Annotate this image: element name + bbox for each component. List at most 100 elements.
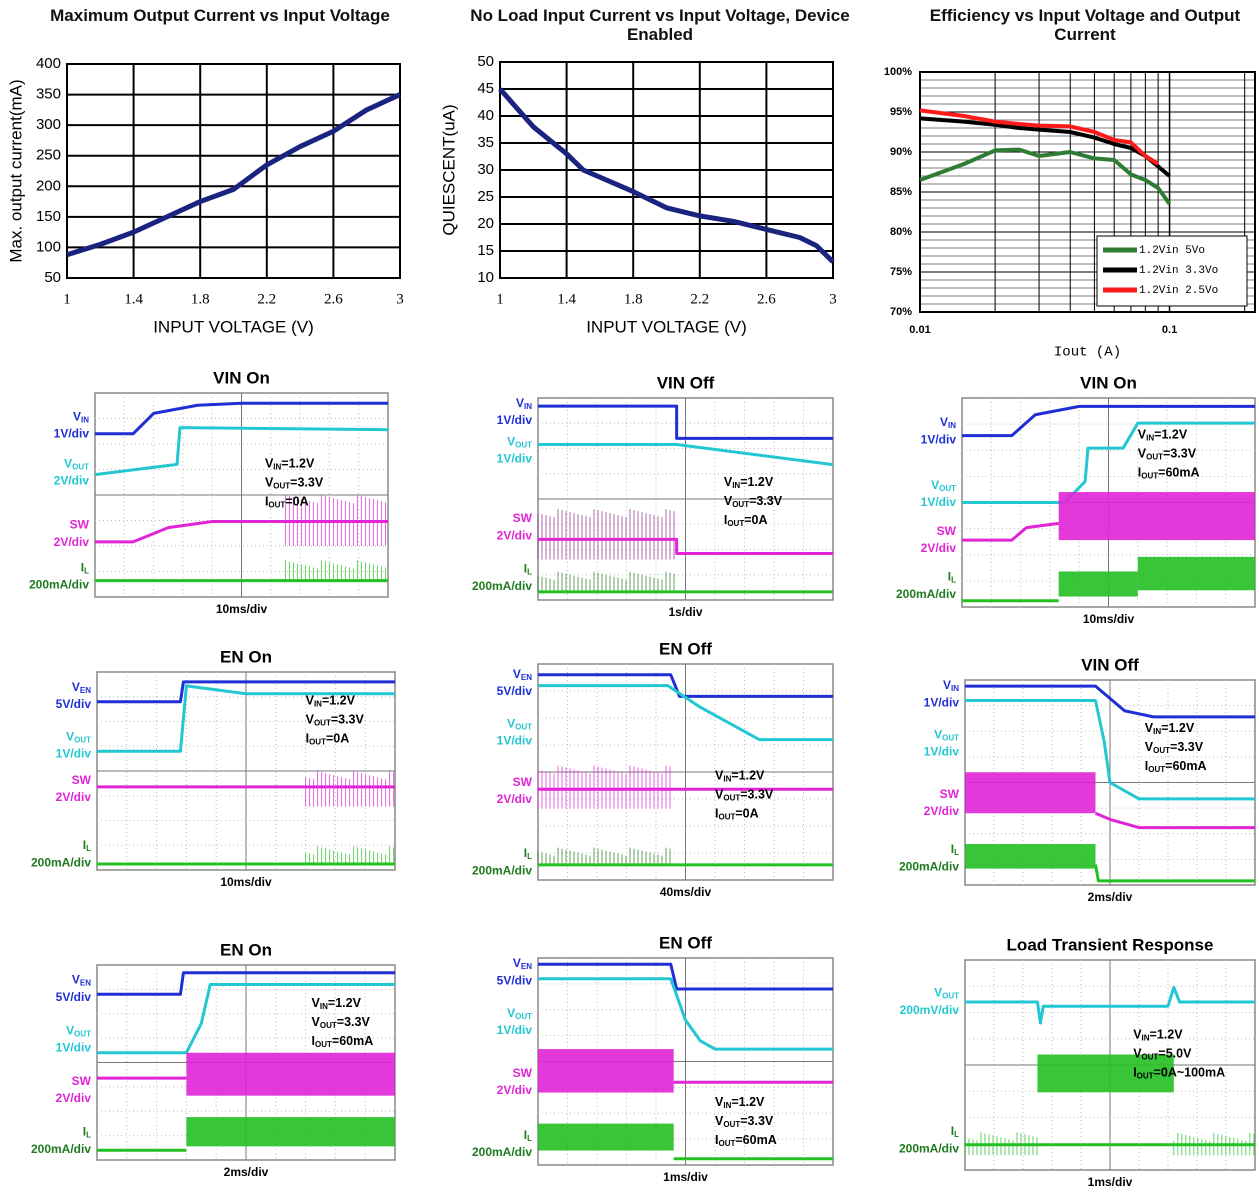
plot-area [67,64,400,278]
y-tick-label: 80% [890,226,912,238]
channel-subscript: OUT [939,484,956,493]
x-tick-label: 3 [396,291,404,307]
channel-name: VIN [943,678,959,693]
channel-name: VOUT [934,986,959,1001]
y-tick-label: 25 [477,188,494,205]
channel-scale: 1V/div [497,1023,533,1037]
condition-value: =1.2V [740,475,774,489]
channel-subscript: L [84,567,89,576]
channel-subscript: L [86,844,91,853]
y-tick-label: 300 [36,116,61,133]
condition: VIN=1.2V [724,475,774,490]
x-tick-label: 2.6 [757,291,776,307]
condition-subscript: OUT [314,719,331,728]
timebase: 1ms/div [1088,1175,1133,1189]
channel-name: SW [513,1066,533,1080]
channel-subscript: L [954,1130,959,1139]
condition-value: =0A [735,807,758,821]
channel-symbol: V [513,956,521,970]
x-tick-label: 0.1 [1162,324,1177,336]
switching-block [1059,492,1255,540]
x-tick-label: 3 [829,291,837,307]
channel-name: IL [951,1124,959,1139]
condition-subscript: IN [723,1101,731,1110]
channel-name: VOUT [66,1023,91,1038]
condition-value: =1.2V [281,457,315,471]
channel-name: IL [524,846,532,861]
condition: VIN=1.2V [1138,428,1188,443]
condition-subscript: OUT [320,1021,337,1030]
condition-subscript: IN [723,774,731,783]
condition-value: =3.3V [1170,740,1204,754]
channel-scale: 200mV/div [900,1003,960,1017]
condition-subscript: OUT [732,500,749,509]
timebase: 10ms/div [220,875,272,889]
y-tick-label: 100 [36,238,61,255]
scope-title: VIN On [213,368,270,387]
channel-subscript: OUT [942,733,959,742]
channel-scale: 1V/div [497,734,533,748]
switching-block [965,772,1096,813]
condition-subscript: OUT [718,812,735,821]
condition-subscript: OUT [1148,765,1165,774]
channel-scale: 200mA/div [896,587,956,601]
channel-symbol: V [73,410,81,424]
channel-name: IL [524,562,532,577]
channel-symbol: V [513,667,521,681]
channel-name: SW [70,518,90,532]
x-tick-label: 1.8 [191,291,210,307]
chart-title: Maximum Output Current vs Input Voltage [50,6,390,25]
channel-symbol: V [931,478,939,492]
channel-name: VOUT [64,457,89,472]
channel-scale: 2V/div [497,1083,533,1097]
condition-value: =1.2V [1161,721,1195,735]
condition: VIN=1.2V [1133,1028,1183,1043]
channel-name: SW [72,1074,92,1088]
y-tick-label: 200 [36,177,61,194]
channel-name: VEN [513,667,532,682]
channel-symbol: V [516,396,524,410]
channel-symbol: V [72,973,80,987]
channel-name: VOUT [507,717,532,732]
channel-name: IL [83,838,91,853]
channel-scale: 1V/div [56,747,92,761]
channel-name: VEN [72,973,91,988]
channel-subscript: L [951,576,956,585]
channel-subscript: OUT [515,441,532,450]
channel-scale: 1V/div [924,695,960,709]
condition: VIN=1.2V [1145,721,1195,736]
channel-scale: 200mA/div [472,579,532,593]
switching-block [186,1117,395,1146]
chart-title: Efficiency vs Input Voltage and Output C… [925,6,1245,44]
condition-value: =1.2V [328,996,362,1010]
channel-name: SW [513,511,533,525]
x-axis-label: INPUT VOLTAGE (V) [153,317,314,336]
y-tick-label: 90% [890,146,912,158]
condition-value: =60mA [332,1034,373,1048]
timebase: 10ms/div [216,602,268,616]
condition-subscript: OUT [1141,472,1158,481]
switching-block [186,1053,395,1096]
scope-title: VIN Off [657,373,715,392]
y-tick-label: 85% [890,186,912,198]
x-tick-label: 1 [63,291,71,307]
switching-block [538,1049,674,1092]
channel-symbol: V [943,678,951,692]
y-axis-label: Max. output current(mA) [6,79,25,262]
scope-title: EN Off [659,933,712,952]
timebase: 1ms/div [663,1170,708,1184]
channel-symbol: V [507,1006,515,1020]
condition-value: =3.3V [331,713,365,727]
channel-subscript: IN [81,416,89,425]
channel-symbol: V [507,435,515,449]
channel-subscript: OUT [942,992,959,1001]
y-tick-label: 50 [477,53,494,70]
y-tick-label: 15 [477,242,494,259]
channel-subscript: EN [521,673,532,682]
channel-scale: 1V/div [497,452,533,466]
channel-symbol: V [66,730,74,744]
condition-subscript: IN [273,463,281,472]
condition-value: =0A [744,513,767,527]
channel-name: VOUT [507,435,532,450]
condition: VIN=1.2V [306,694,356,709]
